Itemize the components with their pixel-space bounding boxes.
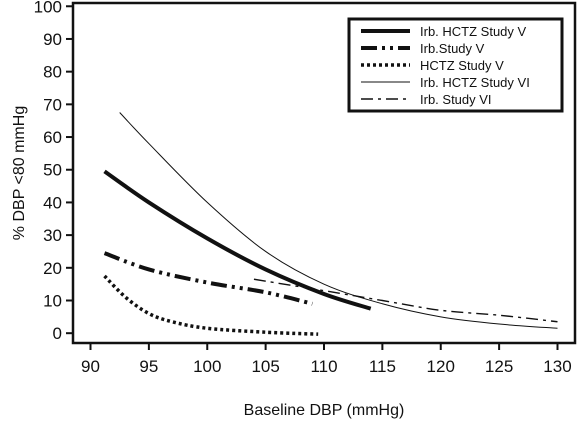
y-tick-label: 90: [43, 30, 62, 49]
y-tick-label: 40: [43, 193, 62, 212]
legend-label-1: Irb. HCTZ Study V: [420, 24, 527, 39]
x-tick-label: 120: [427, 357, 455, 376]
y-axis-ticks: 0 10 20 30 40 50 60 70 80 90 100: [34, 0, 73, 343]
x-tick-label: 115: [369, 357, 396, 376]
y-tick-label: 20: [43, 259, 62, 278]
x-tick-label: 125: [485, 357, 513, 376]
legend-label-4: Irb. HCTZ Study VI: [420, 75, 530, 90]
x-tick-label: 110: [310, 357, 337, 376]
x-axis-title: Baseline DBP (mmHg): [244, 402, 405, 419]
y-tick-label: 70: [43, 95, 62, 114]
y-axis-title: % DBP <80 mmHg: [11, 106, 28, 240]
x-tick-label: 100: [193, 357, 221, 376]
y-tick-label: 80: [43, 63, 62, 82]
series-line-1: [103, 169, 372, 311]
legend-items: Irb. HCTZ Study V Irb.Study V HCTZ Study V…: [361, 24, 530, 107]
legend-label-3: HCTZ Study V: [420, 58, 504, 73]
legend-label-5: Irb. Study VI: [420, 92, 492, 107]
x-tick-label: 130: [543, 357, 571, 376]
legend-label-2: Irb.Study V: [420, 41, 485, 56]
y-tick-label: 0: [53, 324, 62, 343]
y-tick-label: 10: [43, 292, 62, 311]
series-layer: [103, 112, 558, 336]
legend-frame: [347, 17, 564, 113]
y-tick-label: 100: [34, 0, 62, 16]
y-tick-label: 50: [43, 161, 62, 180]
x-axis-ticks: 90 95 100 105 110 115 120 125 130: [81, 343, 572, 376]
legend: Irb. HCTZ Study V Irb.Study V HCTZ Study V…: [347, 17, 564, 113]
y-tick-label: 30: [43, 226, 62, 245]
x-tick-label: 105: [251, 357, 279, 376]
series-line-2: [103, 251, 313, 306]
y-tick-label: 60: [43, 128, 62, 147]
x-tick-label: 90: [81, 357, 100, 376]
x-tick-label: 95: [139, 357, 158, 376]
series-line-5: [253, 278, 558, 323]
series-line-4: [119, 112, 558, 329]
